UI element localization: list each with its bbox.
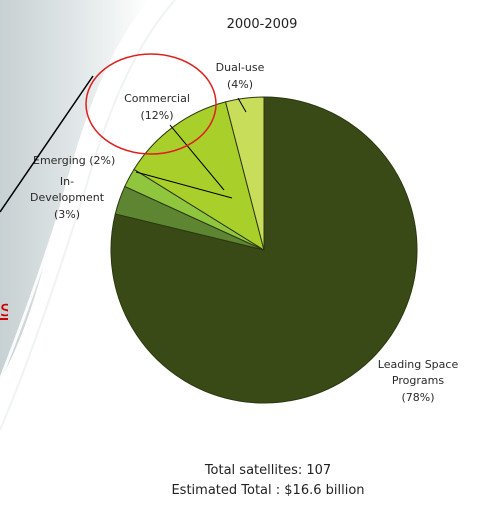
cut-off-annotation-text: s	[0, 298, 8, 322]
slice-pct-dual-use: (4%)	[227, 78, 253, 91]
leader-line-dual-use	[237, 97, 247, 113]
slice-label-in-development-1: In-	[60, 175, 74, 188]
pie-slices	[110, 96, 418, 404]
slice-pct-leading: (78%)	[401, 391, 434, 404]
chart-title: 2000-2009	[227, 17, 298, 32]
slice-label-leading-1: Leading Space	[378, 358, 459, 371]
pie-slice-dual-use	[224, 96, 265, 251]
annotation-circle	[85, 53, 217, 155]
pie-slice-commercial	[133, 101, 265, 252]
slice-label-emerging: Emerging (2%)	[33, 154, 115, 167]
leader-line-emerging	[135, 171, 233, 199]
footer-estimated-total: Estimated Total : $16.6 billion	[171, 483, 365, 498]
annotation-pointer-line	[0, 75, 94, 213]
slice-label-in-development-2: Development	[30, 191, 105, 204]
leader-line-commercial	[169, 124, 225, 191]
slice-label-commercial: Commercial	[124, 92, 190, 105]
slice-label-dual-use: Dual-use	[216, 61, 265, 74]
slice-pct-commercial: (12%)	[140, 109, 173, 122]
slice-pct-in-development: (3%)	[54, 208, 80, 221]
footer-total-satellites: Total satellites: 107	[204, 463, 332, 478]
slice-label-leading-2: Programs	[392, 374, 444, 387]
